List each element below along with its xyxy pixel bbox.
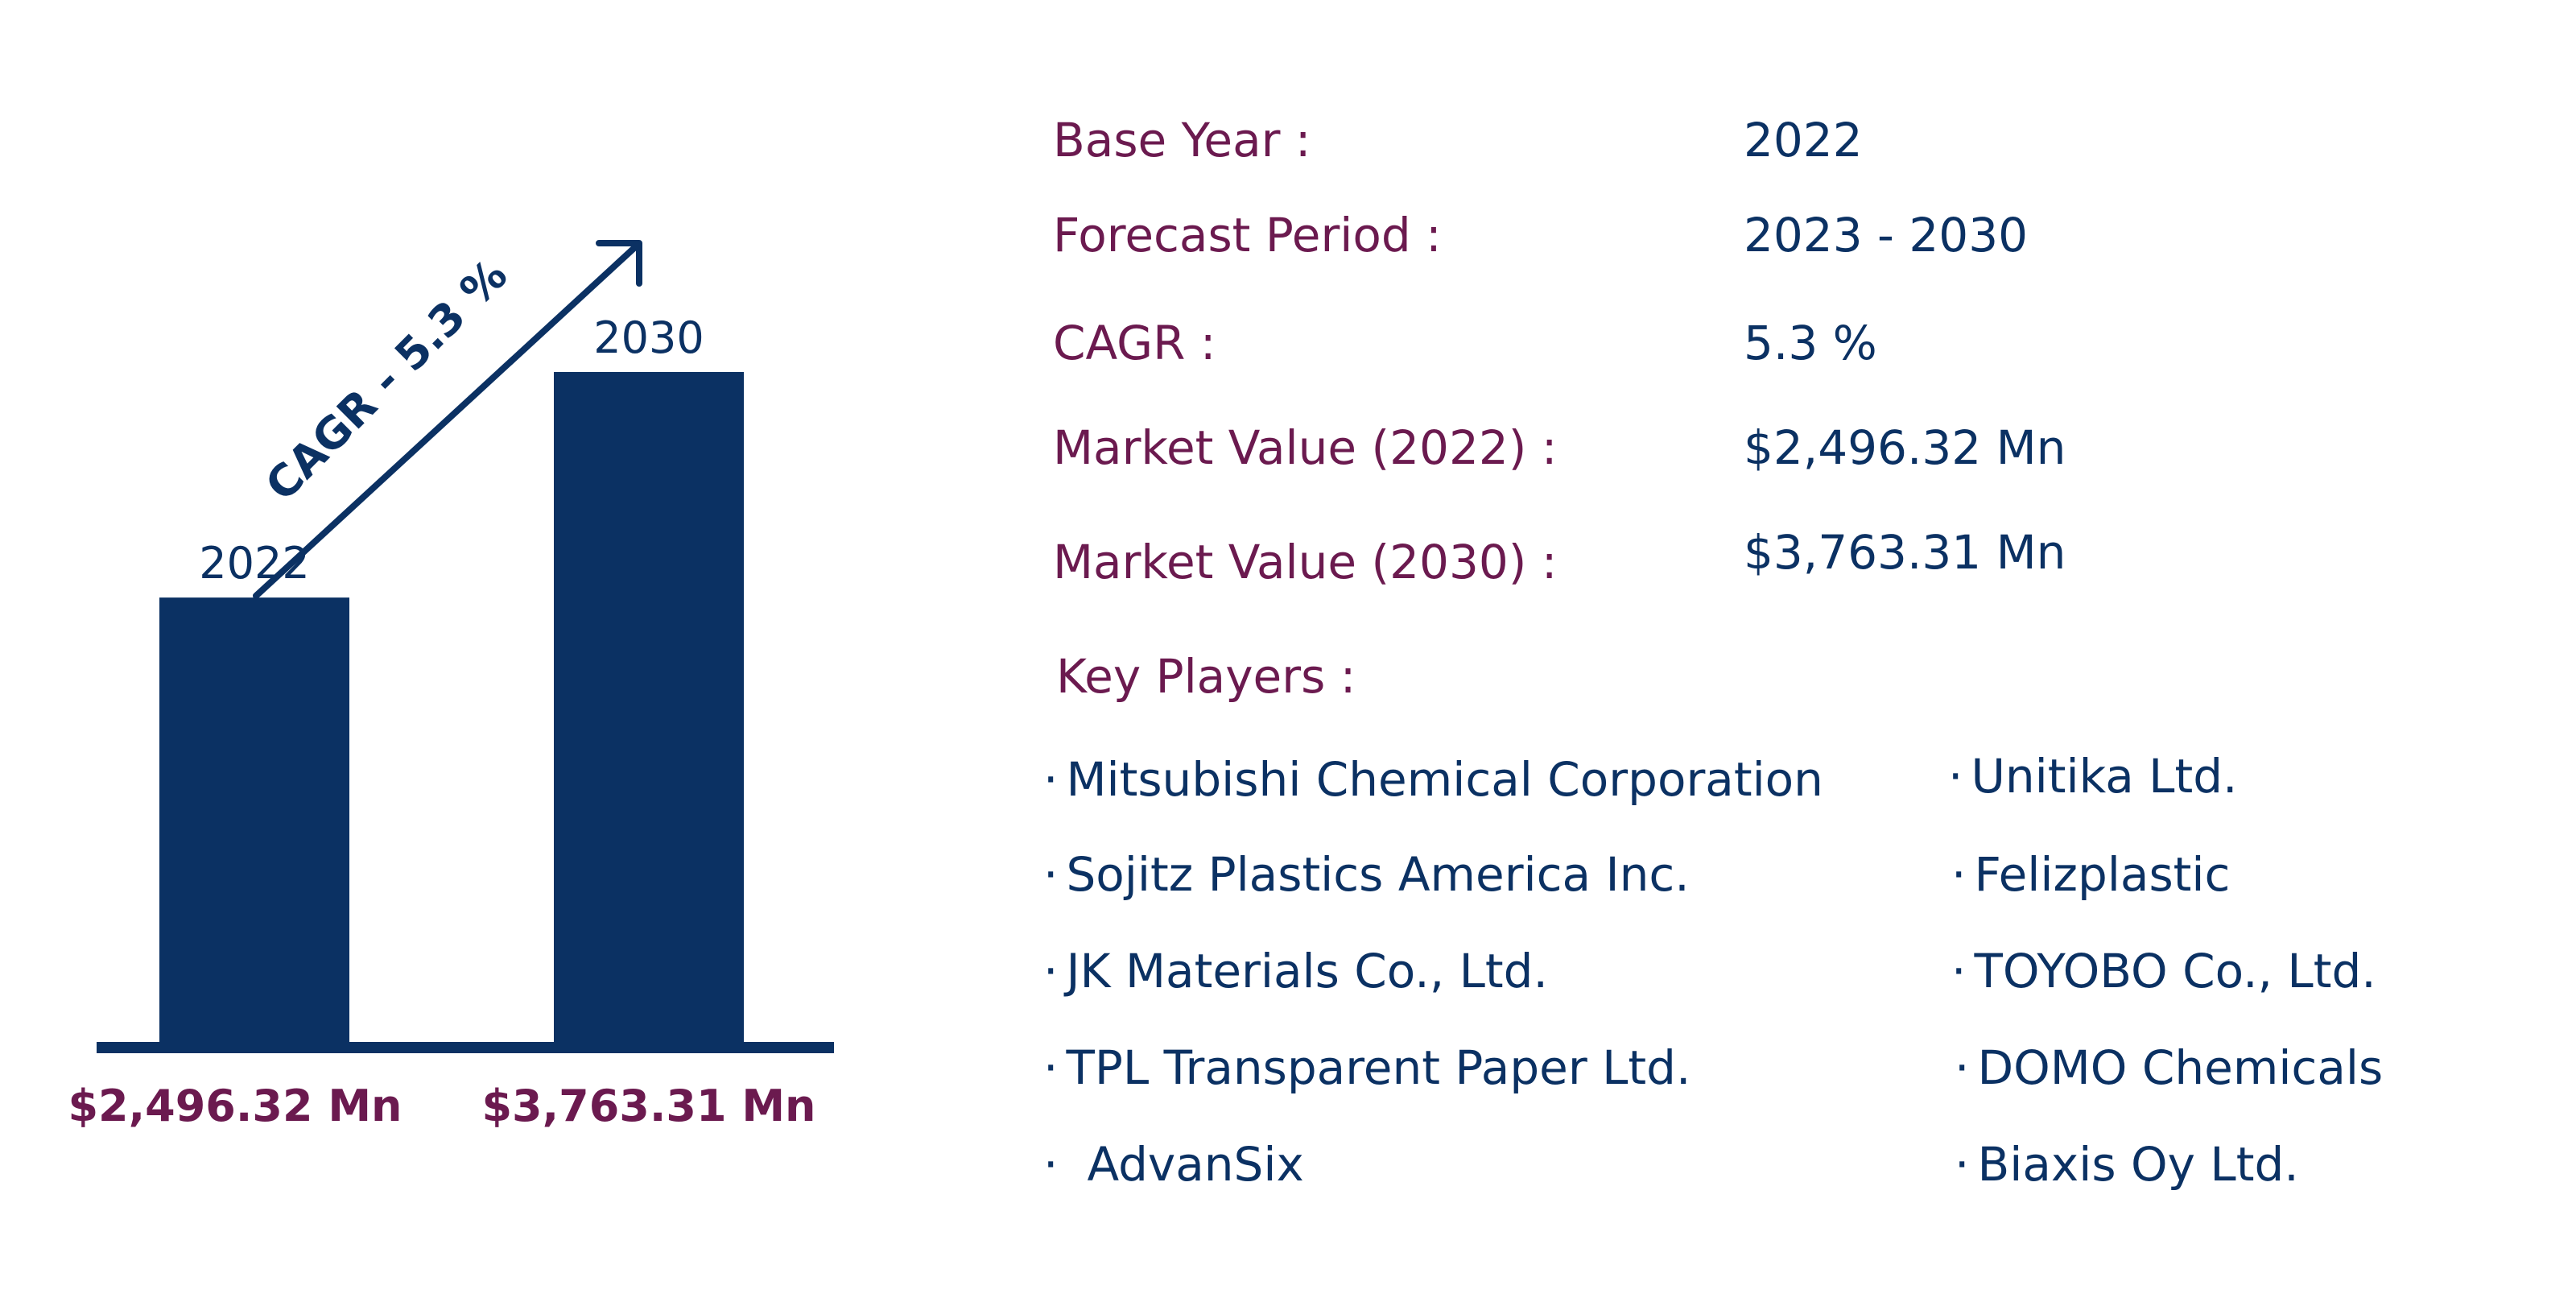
player-item: · Sojitz Plastics America Inc.: [1043, 847, 1690, 902]
bullet-icon: ·: [1043, 847, 1059, 902]
market-value-2022-value: $2,496.32 Mn: [1744, 420, 2066, 475]
forecast-period-value: 2023 - 2030: [1744, 208, 2029, 262]
bullet-icon: ·: [1955, 1040, 1970, 1095]
player-item: · Biaxis Oy Ltd.: [1955, 1137, 2299, 1192]
player-item: · JK Materials Co., Ltd.: [1043, 944, 1548, 998]
player-name: Biaxis Oy Ltd.: [1977, 1137, 2299, 1192]
player-name: TPL Transparent Paper Ltd.: [1066, 1040, 1691, 1095]
player-name: DOMO Chemicals: [1977, 1040, 2384, 1095]
player-item: · Mitsubishi Chemical Corporation: [1043, 752, 1823, 807]
bar-2022: [159, 597, 349, 1042]
player-item: · TOYOBO Co., Ltd.: [1951, 944, 2376, 998]
base-year-value: 2022: [1744, 113, 1863, 167]
bullet-icon: ·: [1043, 944, 1059, 998]
forecast-period-label: Forecast Period :: [1053, 208, 1442, 262]
player-item: · TPL Transparent Paper Ltd.: [1043, 1040, 1690, 1095]
bar-2030: [554, 372, 744, 1042]
market-value-2030-label: Market Value (2030) :: [1053, 535, 1558, 589]
player-name: Unitika Ltd.: [1971, 749, 2238, 804]
player-name: JK Materials Co., Ltd.: [1066, 944, 1548, 998]
bar-value-label: $2,496.32 Mn: [68, 1081, 402, 1131]
bullet-icon: ·: [1043, 1137, 1059, 1192]
cagr-arrow: [253, 240, 642, 599]
player-name: Felizplastic: [1974, 847, 2231, 902]
bullet-icon: ·: [1043, 752, 1059, 807]
bullet-icon: ·: [1955, 1137, 1970, 1192]
player-name: Sojitz Plastics America Inc.: [1066, 847, 1690, 902]
bullet-icon: ·: [1951, 847, 1967, 902]
bullet-icon: ·: [1951, 944, 1967, 998]
cagr-annotation: CAGR - 5.3 %: [256, 250, 517, 511]
cagr-value: 5.3 %: [1744, 316, 1877, 370]
base-year-label: Base Year :: [1053, 113, 1311, 167]
player-name: TOYOBO Co., Ltd.: [1974, 944, 2376, 998]
bullet-icon: ·: [1043, 1040, 1059, 1095]
player-item: · AdvanSix: [1043, 1137, 1304, 1192]
player-item: · Felizplastic: [1951, 847, 2230, 902]
bullet-icon: ·: [1948, 749, 1963, 804]
bar-category-label: 2030: [593, 312, 704, 363]
market-value-2030-value: $3,763.31 Mn: [1744, 525, 2066, 580]
player-item: · DOMO Chemicals: [1955, 1040, 2383, 1095]
player-name: Mitsubishi Chemical Corporation: [1066, 752, 1823, 807]
player-item: · Unitika Ltd.: [1948, 749, 2237, 804]
player-name: AdvanSix: [1087, 1137, 1304, 1192]
cagr-label: CAGR :: [1053, 316, 1216, 370]
key-players-title: Key Players :: [1056, 649, 1356, 704]
market-value-2022-label: Market Value (2022) :: [1053, 420, 1558, 475]
bar-value-label: $3,763.31 Mn: [481, 1081, 815, 1131]
